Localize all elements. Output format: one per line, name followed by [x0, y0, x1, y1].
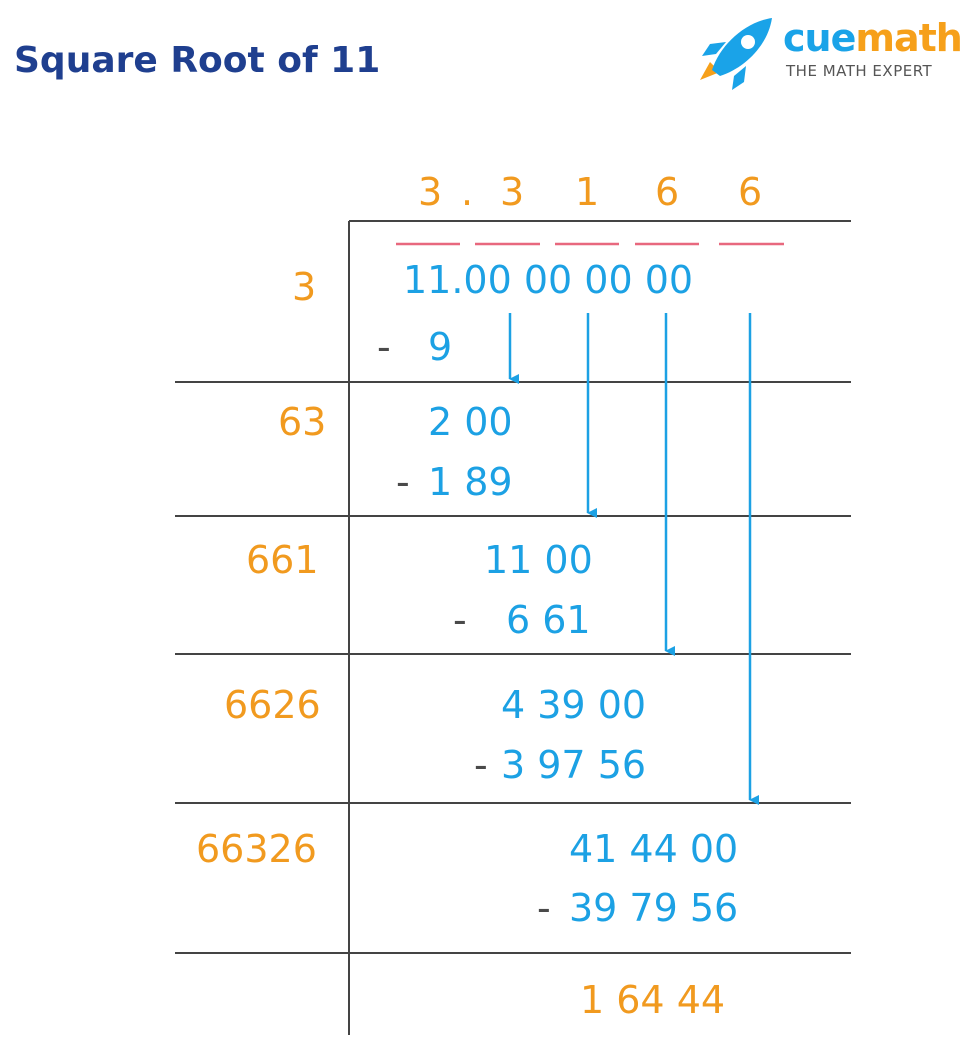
minus-sign: - — [396, 460, 410, 504]
quotient-digit: 3 — [500, 170, 525, 214]
subtrahend: 6 61 — [506, 598, 591, 642]
quotient-decimal-point: . — [461, 170, 474, 214]
logo-wordmark: cuemath — [783, 16, 963, 60]
partial-dividend: 11 00 — [484, 538, 593, 582]
minus-sign: - — [377, 325, 391, 369]
divisor: 66326 — [196, 827, 317, 871]
quotient-digit: 3 — [418, 170, 443, 214]
partial-dividend: 4 39 00 — [501, 683, 647, 727]
partial-dividend: 41 44 00 — [569, 827, 739, 871]
divisor: 3 — [292, 265, 317, 309]
logo-wordmark-math: math — [855, 16, 962, 60]
logo-tagline: THE MATH EXPERT — [786, 62, 933, 80]
partial-dividend: 2 00 — [428, 400, 513, 444]
divisor: 661 — [246, 538, 319, 582]
minus-sign: - — [537, 886, 551, 930]
subtrahend: 39 79 56 — [569, 886, 739, 930]
subtrahend: 3 97 56 — [501, 743, 647, 787]
minus-sign: - — [453, 598, 467, 642]
quotient-digit: 6 — [655, 170, 680, 214]
dividend: 11.00 00 00 00 — [403, 258, 694, 302]
page-title: Square Root of 11 — [14, 40, 381, 81]
divisor: 6626 — [224, 683, 321, 727]
logo-wordmark-cue: cue — [783, 16, 856, 60]
divisor: 63 — [278, 400, 327, 444]
quotient-digit: 6 — [738, 170, 763, 214]
subtrahend: 9 — [428, 325, 453, 369]
quotient-digit: 1 — [575, 170, 600, 214]
minus-sign: - — [474, 743, 488, 787]
remainder: 1 64 44 — [580, 978, 726, 1022]
subtrahend: 1 89 — [428, 460, 513, 504]
rocket-icon — [700, 18, 772, 90]
cuemath-logo: cuemath THE MATH EXPERT — [690, 10, 963, 90]
